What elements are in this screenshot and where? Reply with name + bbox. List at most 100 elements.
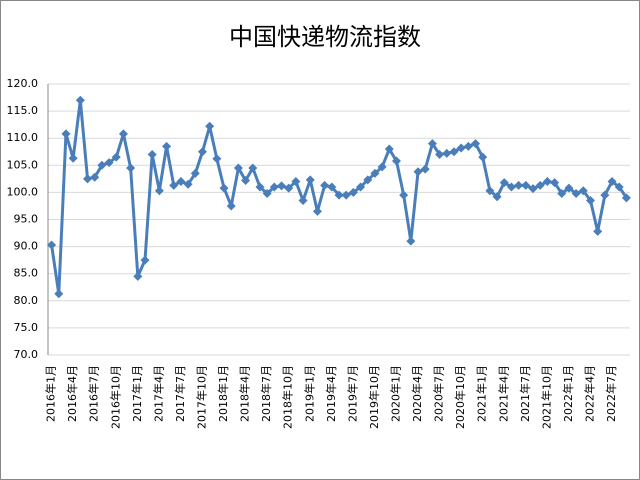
point — [499, 178, 509, 188]
point — [521, 180, 531, 190]
point — [600, 190, 610, 200]
x-tick-label: 2021年1月 — [475, 365, 489, 422]
y-tick-label: 95.0 — [14, 213, 39, 226]
point — [212, 154, 222, 164]
point — [61, 129, 71, 139]
x-tick-label: 2017年7月 — [173, 365, 187, 422]
point — [370, 168, 380, 178]
point — [169, 180, 179, 190]
point — [348, 187, 358, 197]
point — [83, 174, 93, 184]
x-tick-label: 2017年1月 — [130, 365, 144, 422]
point — [384, 144, 394, 154]
x-tick-label: 2018年1月 — [216, 365, 230, 422]
point — [241, 175, 251, 185]
point — [298, 196, 308, 206]
y-tick-label: 75.0 — [14, 321, 39, 334]
point — [363, 175, 373, 185]
x-tick-label: 2020年10月 — [453, 365, 467, 429]
y-tick-label: 100.0 — [7, 185, 39, 198]
point — [320, 180, 330, 190]
point — [585, 196, 595, 206]
point — [47, 240, 57, 250]
point — [312, 206, 322, 216]
point — [550, 178, 560, 188]
point — [233, 163, 243, 173]
point — [162, 141, 172, 151]
x-tick-label: 2020年4月 — [410, 365, 424, 422]
x-tick-label: 2016年7月 — [87, 365, 101, 422]
point — [571, 188, 581, 198]
point — [226, 201, 236, 211]
point — [341, 190, 351, 200]
point — [205, 121, 215, 131]
point — [75, 95, 85, 105]
point — [147, 149, 157, 159]
point — [528, 184, 538, 194]
point — [506, 182, 516, 192]
point — [111, 152, 121, 162]
point — [427, 139, 437, 149]
x-tick-label: 2020年7月 — [432, 365, 446, 422]
y-tick-label: 115.0 — [7, 104, 39, 117]
point — [399, 190, 409, 200]
point — [614, 182, 624, 192]
point — [54, 289, 64, 299]
point — [118, 129, 128, 139]
point — [578, 186, 588, 196]
point — [190, 168, 200, 178]
point — [542, 177, 552, 187]
point — [97, 160, 107, 170]
point — [197, 147, 207, 157]
point — [262, 188, 272, 198]
point — [621, 193, 631, 203]
point — [334, 190, 344, 200]
point — [420, 164, 430, 174]
point — [463, 141, 473, 151]
point — [535, 180, 545, 190]
x-tick-label: 2022年7月 — [604, 365, 618, 422]
x-tick-label: 2016年4月 — [65, 365, 79, 422]
point — [327, 182, 337, 192]
x-tick-label: 2017年4月 — [151, 365, 165, 422]
x-tick-label: 2022年1月 — [561, 365, 575, 422]
point — [471, 139, 481, 149]
point — [406, 236, 416, 246]
point — [413, 167, 423, 177]
point — [154, 186, 164, 196]
point — [133, 271, 143, 281]
point — [126, 163, 136, 173]
point — [478, 152, 488, 162]
x-tick-label: 2021年10月 — [539, 365, 553, 429]
chart-title: 中国快递物流指数 — [229, 23, 421, 51]
point — [593, 226, 603, 236]
point — [291, 177, 301, 187]
point — [564, 183, 574, 193]
point — [305, 175, 315, 185]
y-tick-label: 70.0 — [14, 348, 39, 361]
point — [391, 156, 401, 166]
x-tick-label: 2021年4月 — [496, 365, 510, 422]
point — [449, 147, 459, 157]
point — [183, 179, 193, 189]
x-tick-label: 2017年10月 — [194, 365, 208, 429]
x-tick-label: 2019年1月 — [302, 365, 316, 422]
point — [557, 188, 567, 198]
x-tick-label: 2016年10月 — [108, 365, 122, 429]
y-tick-label: 90.0 — [14, 240, 39, 253]
x-tick-label: 2018年7月 — [259, 365, 273, 422]
point — [140, 255, 150, 265]
point — [255, 182, 265, 192]
point — [485, 186, 495, 196]
point — [377, 162, 387, 172]
y-tick-label: 120.0 — [7, 77, 39, 90]
point — [176, 177, 186, 187]
point — [269, 182, 279, 192]
y-tick-label: 105.0 — [7, 158, 39, 171]
point — [492, 192, 502, 202]
x-tick-label: 2022年4月 — [582, 365, 596, 422]
point — [456, 143, 466, 153]
x-tick-label: 2019年4月 — [324, 365, 338, 422]
